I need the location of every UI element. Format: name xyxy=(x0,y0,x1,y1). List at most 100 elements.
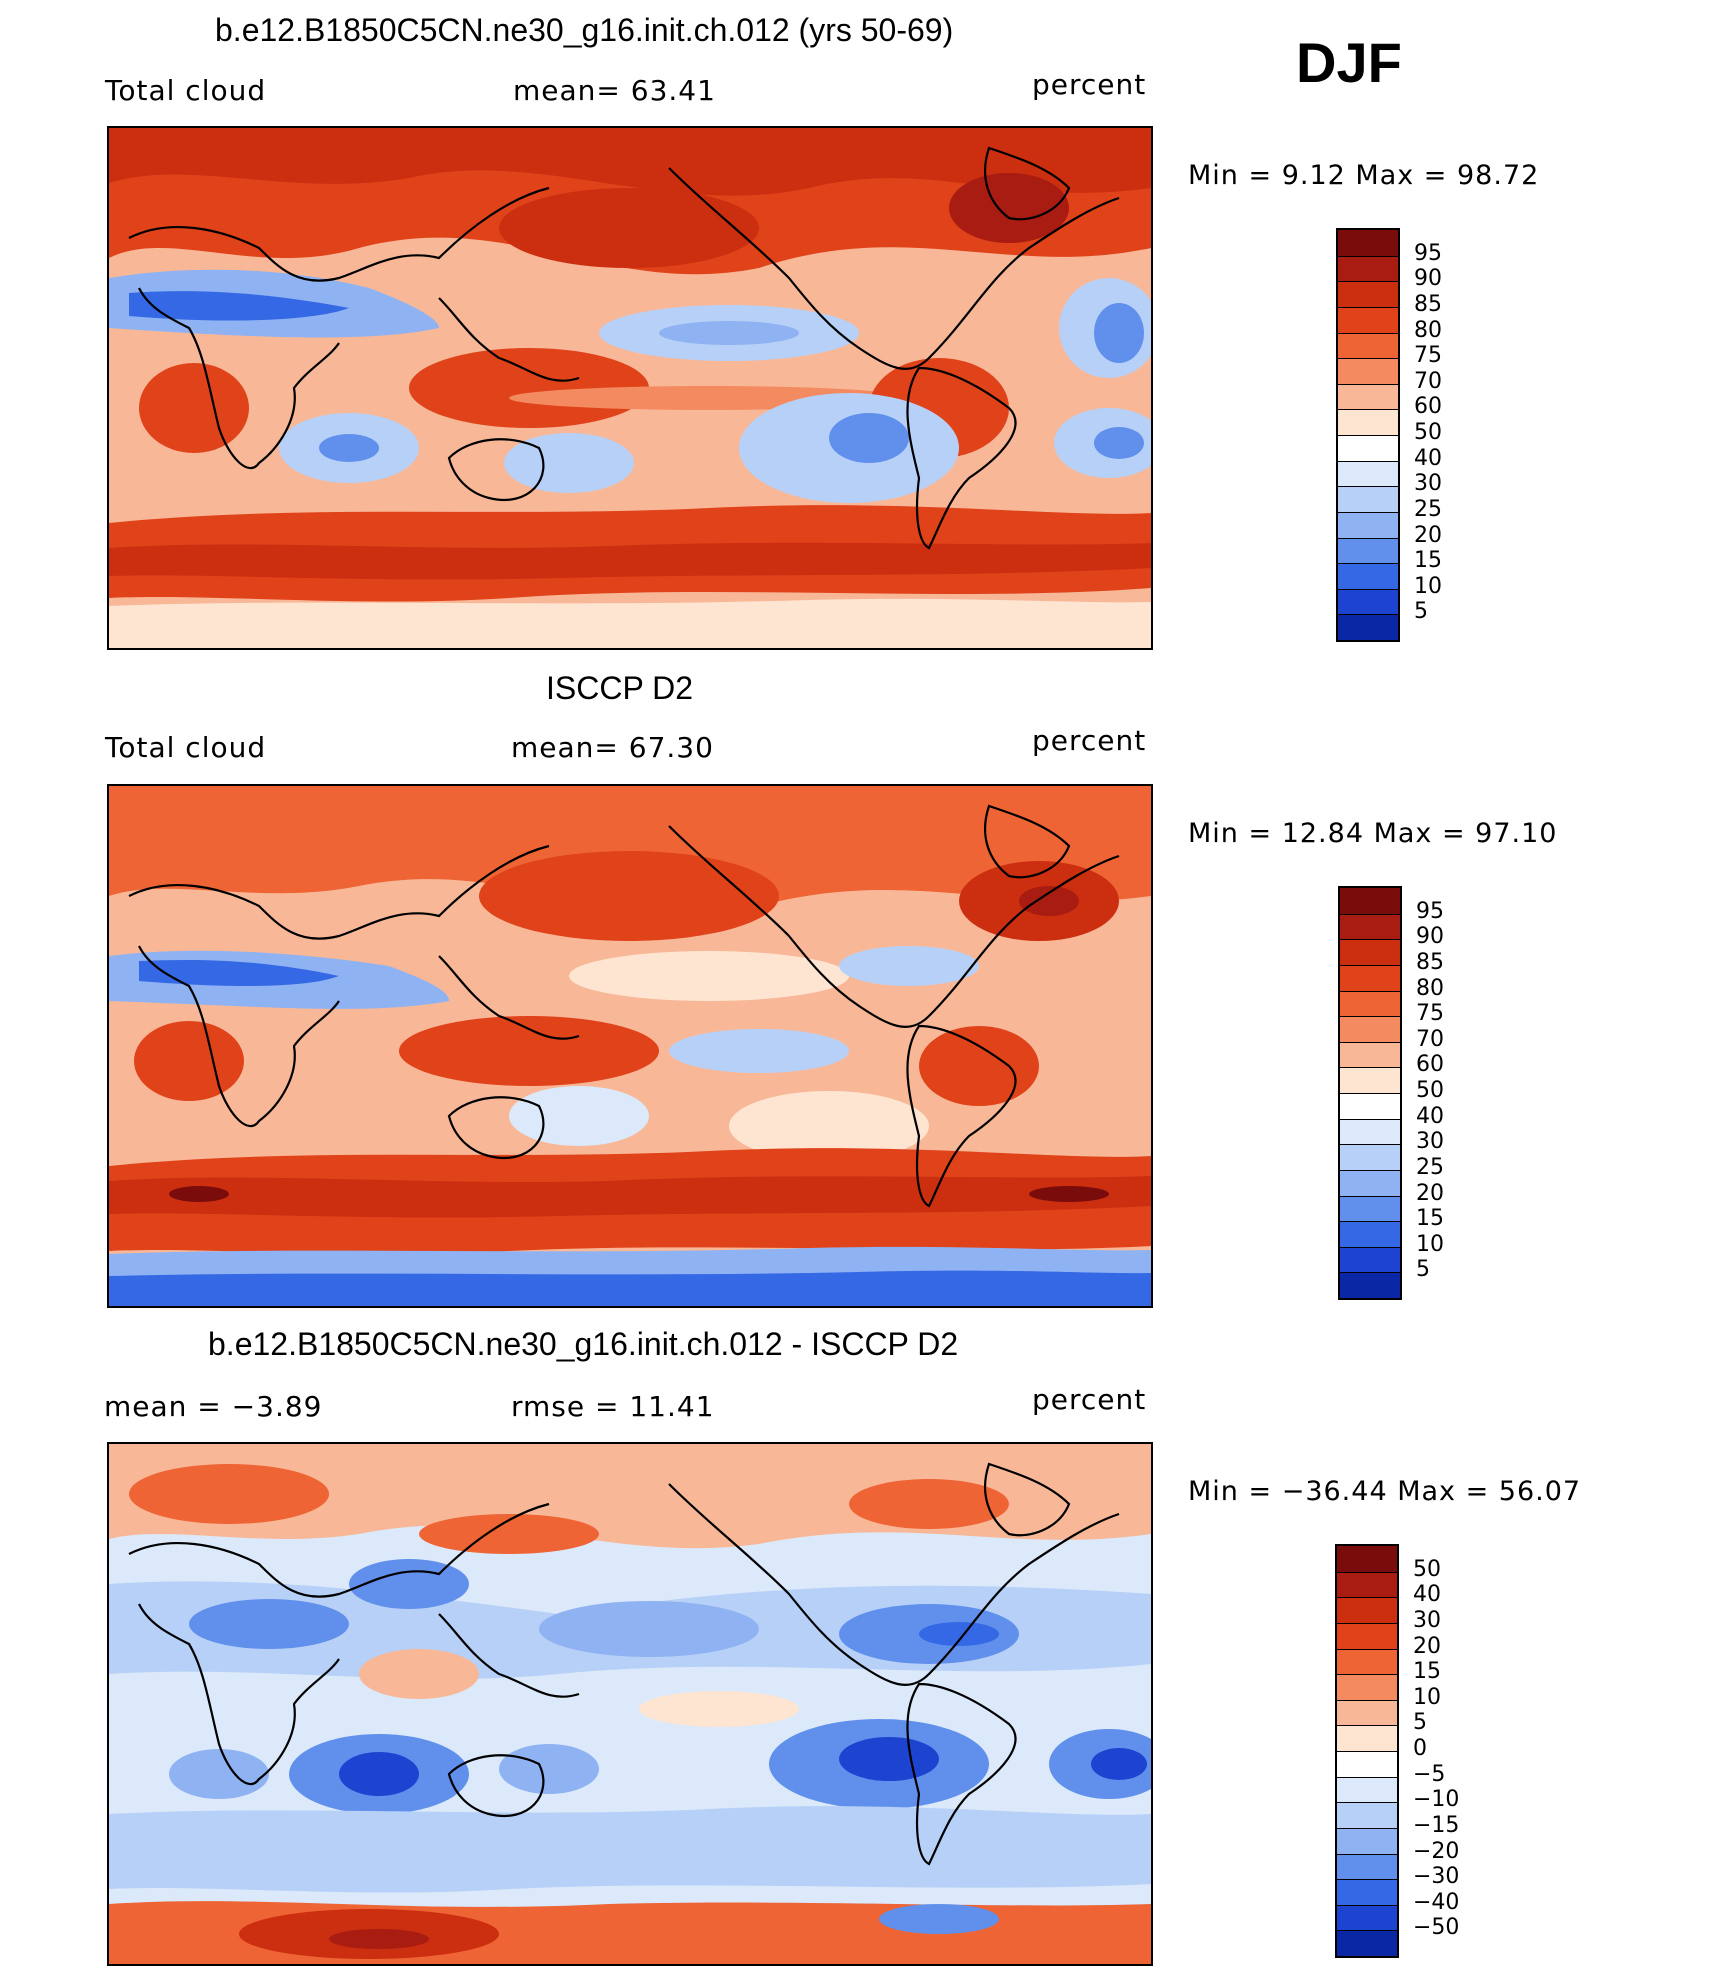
colorbar-tick-label: 0 xyxy=(1413,1736,1427,1761)
colorbar-swatch xyxy=(1337,1802,1397,1828)
panel-2-mean-label: mean= 67.30 xyxy=(511,731,714,764)
colorbar-swatch xyxy=(1338,563,1398,589)
colorbar-tick-label: 85 xyxy=(1416,949,1444,975)
colorbar-tick-label: 15 xyxy=(1414,548,1442,574)
colorbar-swatch xyxy=(1340,1169,1400,1196)
season-label: DJF xyxy=(1296,31,1402,94)
colorbar-tick-label: 30 xyxy=(1413,1607,1441,1633)
colorbar-tick-label: 15 xyxy=(1416,1206,1444,1232)
panel-2-minmax: Min = 12.84 Max = 97.10 xyxy=(1188,818,1558,849)
colorbar-tick-label: 90 xyxy=(1416,924,1444,950)
panel-2-variable-label: Total cloud xyxy=(105,731,267,764)
colorbar-tick-label: 20 xyxy=(1414,522,1442,548)
colorbar-swatch xyxy=(1337,1879,1397,1905)
colorbar-tick-label: 40 xyxy=(1413,1582,1441,1608)
colorbar-tick-label: 15 xyxy=(1413,1659,1441,1685)
colorbar-tick-label: 60 xyxy=(1416,1052,1444,1078)
colorbar-swatch xyxy=(1337,1546,1397,1572)
colorbar-swatch xyxy=(1338,358,1398,384)
colorbar-tick-label: 50 xyxy=(1416,1078,1444,1103)
colorbar-swatch xyxy=(1340,913,1400,940)
colorbar-tick-label: 70 xyxy=(1414,368,1442,394)
colorbar-swatch xyxy=(1340,1272,1400,1298)
colorbar-tick-label: 80 xyxy=(1416,975,1444,1001)
panel-3-minmax: Min = −36.44 Max = 56.07 xyxy=(1188,1476,1582,1507)
colorbar-tick-label: 20 xyxy=(1416,1180,1444,1206)
colorbar-swatch xyxy=(1340,1067,1400,1093)
colorbar-swatch xyxy=(1338,230,1398,256)
panel-3-map xyxy=(107,1442,1153,1966)
colorbar-tick-label: −10 xyxy=(1413,1787,1460,1813)
colorbar-swatch xyxy=(1340,1041,1400,1068)
panel-3-rmse-label: rmse = 11.41 xyxy=(511,1390,715,1423)
colorbar-swatch xyxy=(1338,614,1398,640)
panel-3-title: b.e12.B1850C5CN.ne30_g16.init.ch.012 - I… xyxy=(208,1326,959,1362)
colorbar-tick-label: 30 xyxy=(1416,1129,1444,1155)
colorbar-tick-label: 85 xyxy=(1414,291,1442,317)
colorbar-tick-label: 75 xyxy=(1416,1001,1444,1027)
panel-1-units-label: percent xyxy=(1032,68,1147,101)
colorbar-tick-label: 75 xyxy=(1414,343,1442,369)
panel-1-variable-label: Total cloud xyxy=(105,74,267,107)
colorbar-swatch xyxy=(1337,1853,1397,1880)
panel-3-units-label: percent xyxy=(1032,1383,1147,1416)
colorbar-tick-label: 40 xyxy=(1414,445,1442,471)
colorbar-swatch xyxy=(1340,1195,1400,1222)
panel-1-map xyxy=(107,126,1153,650)
colorbar-tick-label: 80 xyxy=(1414,317,1442,343)
colorbar-tick-label: 40 xyxy=(1416,1103,1444,1129)
panel-3-colorbar xyxy=(1335,1544,1399,1958)
colorbar-swatch xyxy=(1337,1597,1397,1623)
colorbar-tick-label: 50 xyxy=(1414,420,1442,445)
colorbar-swatch xyxy=(1340,888,1400,914)
colorbar-tick-label: 70 xyxy=(1416,1026,1444,1052)
colorbar-tick-label: 10 xyxy=(1413,1684,1441,1710)
colorbar-tick-label: 5 xyxy=(1413,1710,1427,1736)
colorbar-tick-label: 10 xyxy=(1414,573,1442,599)
colorbar-tick-label: 25 xyxy=(1414,496,1442,522)
colorbar-swatch xyxy=(1338,383,1398,410)
panel-3-mean-label: mean = −3.89 xyxy=(104,1390,323,1423)
colorbar-swatch xyxy=(1337,1904,1397,1931)
colorbar-swatch xyxy=(1338,281,1398,307)
colorbar-swatch xyxy=(1338,511,1398,538)
colorbar-tick-label: −30 xyxy=(1413,1864,1460,1890)
colorbar-tick-label: 20 xyxy=(1413,1633,1441,1659)
colorbar-tick-label: −5 xyxy=(1413,1761,1446,1787)
colorbar-swatch xyxy=(1337,1622,1397,1649)
colorbar-tick-label: 60 xyxy=(1414,394,1442,420)
colorbar-swatch xyxy=(1340,1016,1400,1042)
panel-1-minmax: Min = 9.12 Max = 98.72 xyxy=(1188,160,1540,191)
colorbar-swatch xyxy=(1338,435,1398,461)
colorbar-tick-label: −15 xyxy=(1413,1812,1460,1838)
colorbar-swatch xyxy=(1340,1144,1400,1170)
colorbar-tick-label: −50 xyxy=(1413,1915,1460,1941)
panel-2-map xyxy=(107,784,1153,1308)
colorbar-tick-label: −40 xyxy=(1413,1889,1460,1915)
colorbar-swatch xyxy=(1338,409,1398,435)
panel-2-units-label: percent xyxy=(1032,724,1147,757)
colorbar-swatch xyxy=(1338,332,1398,359)
colorbar-swatch xyxy=(1337,1571,1397,1598)
colorbar-swatch xyxy=(1340,939,1400,965)
panel-2-title: ISCCP D2 xyxy=(546,670,694,706)
panel-1-mean-label: mean= 63.41 xyxy=(513,74,716,107)
colorbar-swatch xyxy=(1340,1246,1400,1273)
colorbar-swatch xyxy=(1340,964,1400,991)
colorbar-swatch xyxy=(1337,1674,1397,1700)
colorbar-tick-label: 10 xyxy=(1416,1231,1444,1257)
colorbar-tick-label: 5 xyxy=(1414,599,1428,625)
colorbar-swatch xyxy=(1337,1699,1397,1726)
panel-1-colorbar xyxy=(1336,228,1400,642)
colorbar-swatch xyxy=(1338,486,1398,512)
colorbar-tick-label: 90 xyxy=(1414,266,1442,292)
colorbar-swatch xyxy=(1338,255,1398,282)
colorbar-tick-label: 25 xyxy=(1416,1154,1444,1180)
colorbar-swatch xyxy=(1337,1648,1397,1675)
colorbar-swatch xyxy=(1337,1751,1397,1777)
panel-1-title: b.e12.B1850C5CN.ne30_g16.init.ch.012 (yr… xyxy=(215,12,954,48)
panel-2-colorbar xyxy=(1338,886,1402,1300)
colorbar-tick-label: 95 xyxy=(1414,240,1442,266)
colorbar-tick-label: 50 xyxy=(1413,1556,1441,1582)
colorbar-swatch xyxy=(1338,306,1398,333)
